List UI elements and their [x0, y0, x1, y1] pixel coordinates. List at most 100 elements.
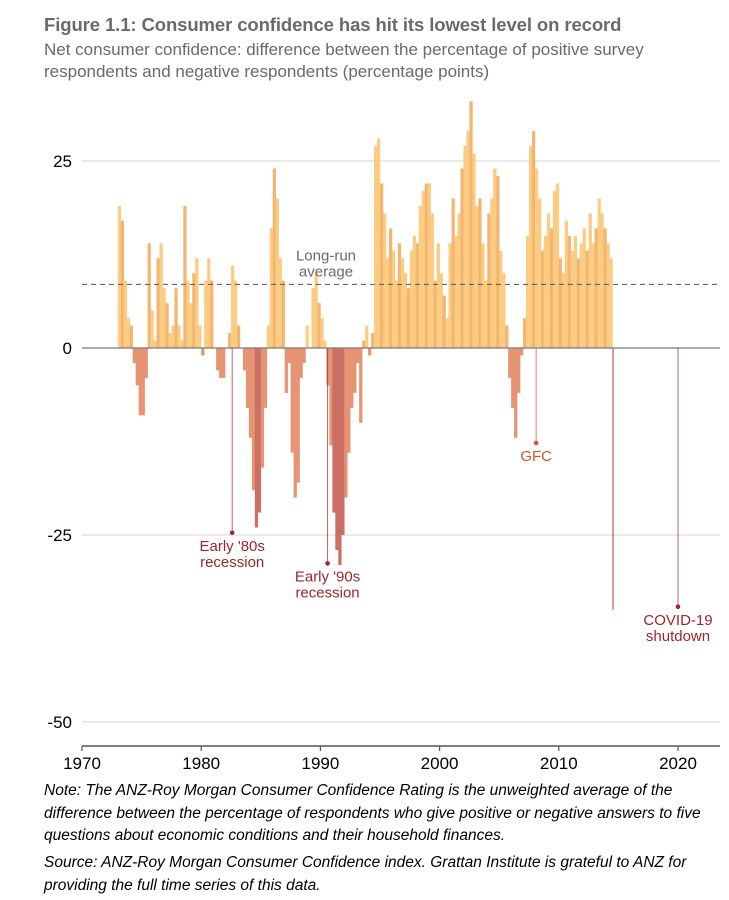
bar-positive	[228, 333, 232, 348]
bar-positive	[433, 280, 437, 348]
bar-positive	[377, 138, 381, 348]
bar-negative	[612, 348, 614, 610]
bar-negative	[302, 348, 306, 363]
bar-positive	[481, 243, 485, 348]
bar-positive	[314, 273, 318, 348]
bar-negative	[338, 348, 342, 565]
long-run-average-label: average	[299, 263, 353, 280]
bar-negative	[353, 348, 357, 393]
bar-negative	[251, 348, 256, 491]
bar-negative	[257, 348, 262, 513]
bar-positive	[403, 273, 408, 348]
bar-positive	[210, 280, 214, 348]
bar-positive	[561, 273, 566, 348]
bar-positive	[323, 340, 327, 348]
bar-negative	[344, 348, 348, 498]
bar-positive	[460, 168, 464, 348]
bar-positive	[305, 325, 309, 348]
bar-positive	[430, 213, 434, 348]
bar-positive	[156, 258, 160, 348]
bar-positive	[454, 235, 458, 348]
bar-positive	[549, 228, 554, 348]
bar-positive	[487, 213, 491, 348]
bar-positive	[380, 183, 384, 348]
bar-positive	[150, 310, 154, 348]
bar-positive	[502, 273, 506, 348]
y-tick-label: 0	[63, 339, 72, 358]
bar-positive	[451, 198, 455, 348]
bar-positive	[475, 205, 479, 348]
bar-positive	[439, 273, 443, 348]
bar-positive	[603, 228, 607, 348]
bar-positive	[594, 228, 598, 348]
annotation-dot	[533, 440, 539, 446]
bar-positive	[233, 280, 238, 348]
long-run-average-label: Long-run	[296, 247, 356, 264]
bar-negative	[287, 348, 291, 363]
bar-negative	[290, 348, 294, 453]
bar-positive	[272, 168, 276, 348]
bar-positive	[391, 250, 396, 348]
bar-positive	[567, 235, 572, 348]
bar-negative	[260, 348, 265, 468]
bar-positive	[418, 205, 423, 348]
bar-positive	[445, 318, 449, 348]
bar-positive	[236, 325, 241, 348]
bar-negative	[293, 348, 297, 498]
bar-negative	[284, 348, 288, 393]
bars	[117, 101, 614, 610]
bar-positive	[406, 288, 411, 348]
bar-positive	[362, 340, 366, 348]
bar-positive	[168, 333, 172, 348]
bar-negative	[135, 348, 139, 386]
bar-positive	[281, 280, 285, 348]
bar-negative	[216, 348, 220, 371]
annotation-label: Early '90s	[295, 568, 360, 585]
bar-negative	[222, 348, 226, 378]
bar-positive	[192, 273, 196, 348]
bar-negative	[219, 348, 223, 378]
bar-positive	[126, 318, 130, 348]
bar-positive	[600, 213, 604, 348]
x-tick-label: 1990	[301, 754, 339, 773]
bar-negative	[520, 348, 524, 356]
y-tick-label: -50	[47, 713, 72, 732]
bar-positive	[546, 213, 551, 348]
gridlines	[82, 160, 720, 723]
bar-negative	[248, 348, 253, 438]
bar-positive	[195, 258, 199, 348]
x-tick-label: 2010	[540, 754, 578, 773]
bar-positive	[564, 220, 569, 348]
bar-positive	[421, 190, 425, 348]
annotation-label: GFC	[520, 448, 552, 465]
bar-negative	[242, 348, 247, 371]
bar-positive	[180, 340, 184, 348]
bar-positive	[275, 198, 279, 348]
y-tick-label: 25	[53, 152, 72, 171]
bar-positive	[442, 295, 446, 348]
bar-positive	[266, 325, 271, 348]
bar-positive	[317, 303, 321, 348]
confidence-chart: 25 0 -25 -50 1970 1980 1990 2000 2010 2020 Long-r…	[47, 101, 720, 773]
bar-positive	[183, 205, 187, 348]
bar-positive	[552, 190, 557, 348]
annotation-dot	[675, 604, 681, 610]
bar-positive	[424, 183, 428, 348]
bar-negative	[517, 348, 521, 393]
bar-positive	[385, 258, 390, 348]
bar-positive	[478, 198, 482, 348]
axes: 25 0 -25 -50 1970 1980 1990 2000 2010 2020	[47, 152, 720, 773]
bar-positive	[579, 243, 583, 348]
bar-negative	[341, 348, 345, 535]
bar-positive	[463, 146, 467, 348]
x-tick-label: 2020	[659, 754, 697, 773]
x-tick-label: 1980	[182, 754, 220, 773]
bar-positive	[499, 250, 503, 348]
bar-positive	[147, 243, 151, 348]
annotation-label: recession	[200, 554, 264, 571]
bar-positive	[153, 340, 157, 348]
bar-negative	[335, 348, 339, 550]
bar-negative	[299, 348, 303, 378]
bar-positive	[606, 243, 610, 348]
